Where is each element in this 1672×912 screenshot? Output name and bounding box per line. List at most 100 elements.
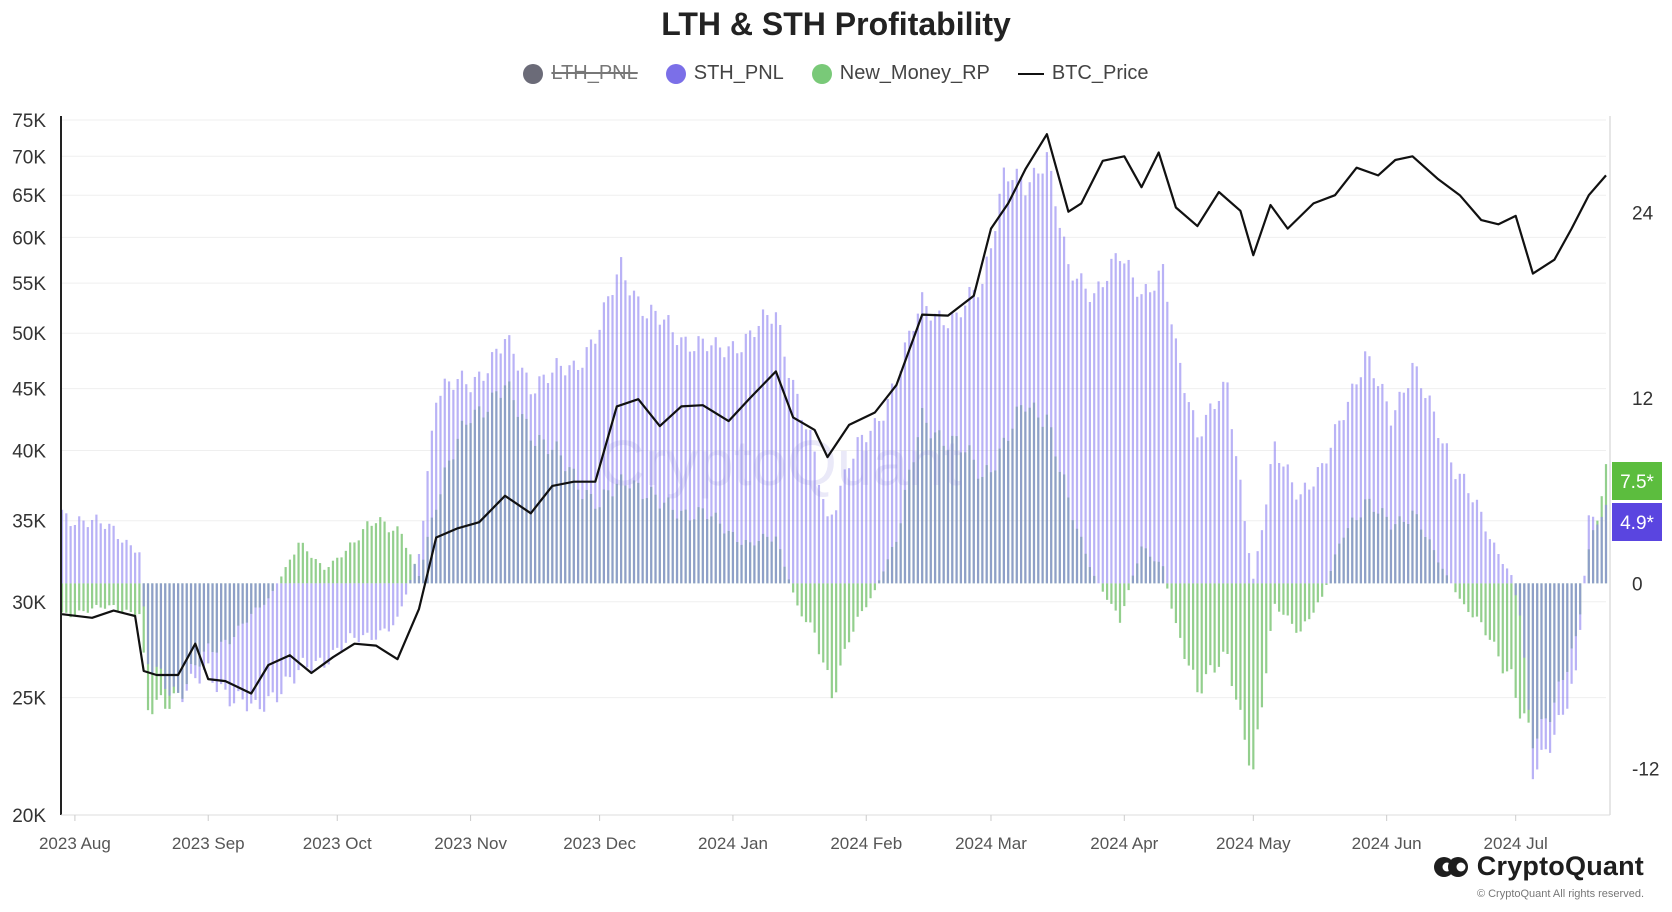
sth-pnl-bar (706, 351, 709, 584)
sth-pnl-bar (1467, 493, 1470, 584)
legend-item-sth-pnl[interactable]: STH_PNL (665, 62, 784, 85)
new-money-rp-bar (318, 563, 322, 584)
new-money-rp-bar (804, 583, 808, 623)
sth-pnl-bar (164, 583, 167, 689)
sth-pnl-bar (882, 420, 885, 584)
sth-pnl-bar (736, 353, 739, 584)
new-money-rp-bar (830, 583, 833, 699)
sth-pnl-bar (813, 451, 816, 584)
sth-pnl-bar (1196, 437, 1199, 584)
sth-pnl-bar (215, 583, 218, 693)
new-money-rp-bar (1462, 583, 1466, 605)
sth-pnl-bar (779, 324, 782, 584)
sth-pnl-bar (796, 393, 799, 584)
sth-pnl-bar (804, 429, 808, 584)
new-money-rp-bar (1458, 583, 1461, 599)
new-money-rp-bar (142, 583, 145, 653)
sth-pnl-bar (1192, 410, 1195, 584)
sth-pnl-bar (589, 339, 593, 584)
sth-pnl-bar (1097, 281, 1100, 584)
sth-pnl-bar (495, 348, 498, 584)
legend-label-lth-pnl: LTH_PNL (551, 62, 638, 84)
x-tick-label: 2024 Jun (1352, 834, 1422, 853)
end-label-text: 7.5* (1620, 472, 1654, 493)
new-money-rp-bar (792, 583, 795, 593)
sth-pnl-bar (1536, 583, 1539, 770)
sth-pnl-bar (280, 583, 283, 695)
sth-pnl-bar (121, 542, 124, 584)
sth-pnl-bar (637, 296, 640, 584)
new-money-rp-bar (121, 583, 124, 613)
legend-item-new-money-rp[interactable]: New_Money_RP (811, 62, 990, 85)
new-money-rp-bar (409, 554, 412, 584)
sth-pnl-bar (568, 365, 571, 584)
sth-pnl-bar (1553, 583, 1556, 735)
sth-pnl-bar (1398, 391, 1401, 584)
sth-pnl-bar (1114, 253, 1117, 584)
sth-pnl-bar (1364, 351, 1367, 584)
sth-pnl-bar (921, 292, 924, 584)
right-axis-ticks: 24 12 0 -12 (1632, 204, 1659, 781)
legend-item-lth-pnl[interactable]: LTH_PNL (523, 62, 638, 85)
sth-pnl-bar (1045, 152, 1048, 584)
sth-pnl-bar (1153, 290, 1156, 584)
sth-pnl-bar (172, 583, 175, 687)
sth-pnl-bar (835, 510, 838, 584)
sth-pnl-bar (460, 370, 464, 584)
sth-pnl-bar (1316, 467, 1319, 584)
new-money-rp-bar (1303, 583, 1307, 622)
axes (60, 116, 1611, 816)
sth-pnl-bar (1561, 583, 1565, 715)
new-money-rp-bar (1226, 583, 1229, 654)
sth-pnl-bar (387, 583, 390, 632)
brand-name: CryptoQuant (1476, 851, 1644, 881)
sth-pnl-bar (482, 380, 485, 584)
sth-pnl-bar (1372, 378, 1375, 584)
sth-pnl-bar (955, 312, 958, 584)
sth-pnl-bar (374, 583, 378, 640)
sth-pnl-bar (370, 583, 373, 640)
sth-pnl-bar (331, 583, 335, 650)
brand-logo: CryptoQuant (1433, 851, 1644, 882)
sth-pnl-bar (1428, 395, 1431, 584)
sth-pnl-bar (1028, 182, 1031, 584)
sth-pnl-bar (1514, 583, 1517, 596)
sth-pnl-bar (1075, 278, 1079, 584)
new-money-rp-bar (1501, 583, 1504, 674)
sth-pnl-bar (1032, 167, 1036, 584)
sth-pnl-bar (1235, 456, 1238, 584)
sth-pnl-bar (542, 374, 545, 584)
new-money-rp-bar (1269, 583, 1272, 631)
sth-pnl-bar (1161, 264, 1165, 584)
sth-pnl-bar (336, 583, 339, 648)
sth-pnl-bar (426, 471, 429, 584)
sth-pnl-bar (792, 379, 795, 584)
sth-pnl-bar (1445, 443, 1448, 584)
sth-pnl-bar (250, 583, 253, 704)
sth-pnl-bar (181, 583, 184, 703)
sth-pnl-bar (1329, 447, 1332, 584)
lth-pnl-dot-icon (523, 63, 544, 84)
new-money-rp-bar (1110, 583, 1113, 604)
new-money-rp-bar (95, 583, 98, 605)
sth-pnl-bar (310, 583, 313, 674)
new-money-rp-bar (1106, 583, 1109, 600)
new-money-rp-bar (1480, 583, 1483, 623)
sth-pnl-bar (1570, 583, 1573, 684)
sth-pnl-bar (1015, 168, 1018, 584)
sth-pnl-bar (512, 353, 515, 584)
new-money-rp-bar (1493, 583, 1496, 642)
sth-pnl-bar (1376, 386, 1380, 584)
sth-pnl-bar (1505, 568, 1509, 584)
new-money-rp-bar (1243, 583, 1246, 740)
sth-pnl-bar (925, 306, 928, 584)
sth-pnl-bar (839, 485, 842, 584)
sth-pnl-bar (486, 373, 489, 584)
sth-pnl-bar (1411, 362, 1414, 584)
new-money-rp-bar (1265, 583, 1268, 674)
sth-pnl-bar (938, 310, 941, 584)
sth-pnl-bar (1342, 420, 1345, 584)
legend-item-btc-price[interactable]: BTC_Price (1017, 62, 1149, 85)
sth-pnl-bar (1252, 578, 1255, 584)
